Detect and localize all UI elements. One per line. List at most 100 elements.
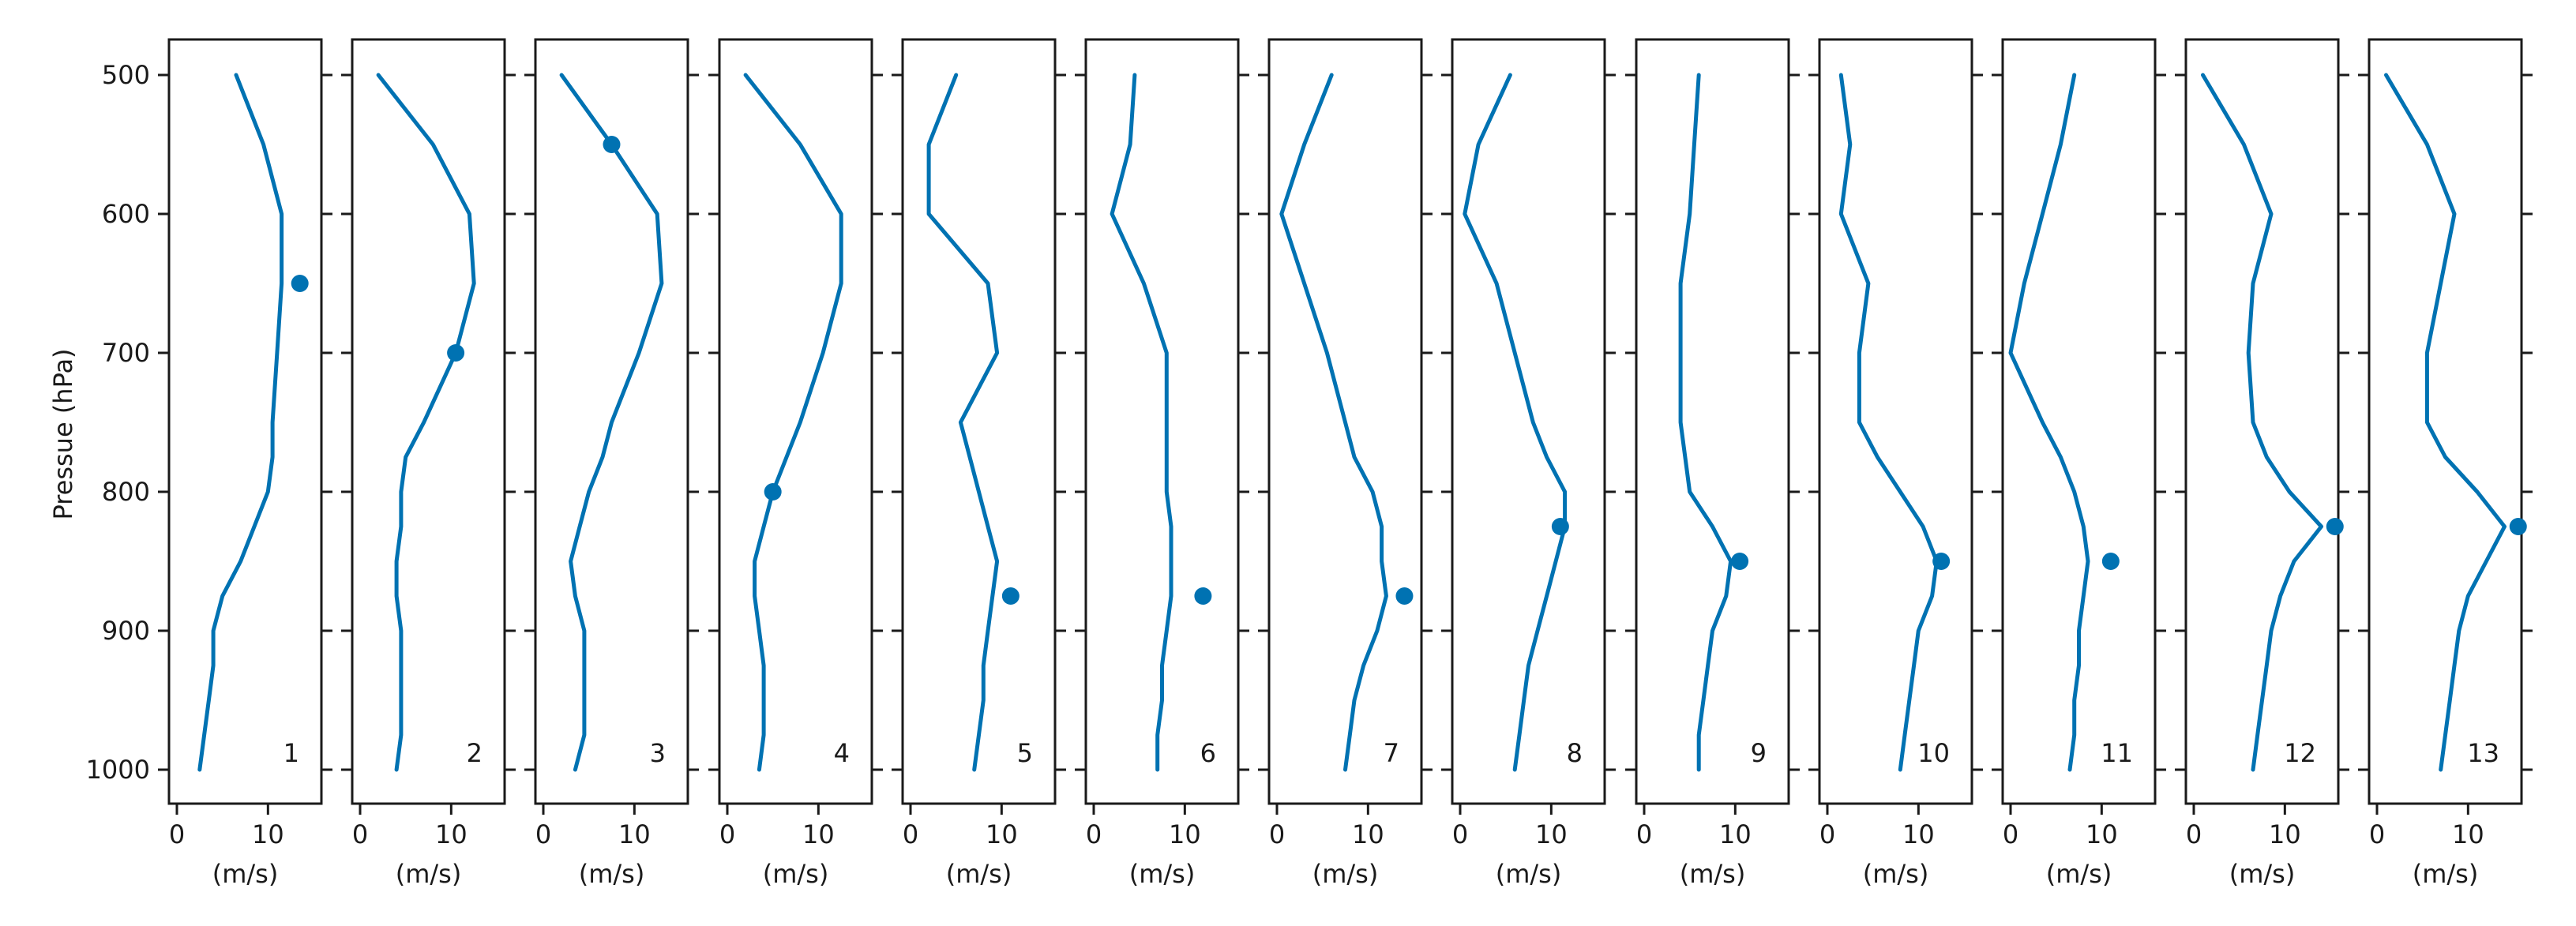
max-wind-marker	[1001, 587, 1020, 605]
max-wind-marker	[1194, 587, 1212, 605]
wind-profile-line	[197, 73, 284, 772]
x-tick-label: 0	[1269, 819, 1285, 849]
panel-number: 2	[467, 738, 483, 768]
y-tick-label: 500	[102, 60, 150, 90]
panel-number: 12	[2284, 738, 2316, 768]
x-axis-label: (m/s)	[946, 859, 1012, 889]
x-axis-label: (m/s)	[396, 859, 462, 889]
x-axis-label: (m/s)	[763, 859, 829, 889]
x-tick-label: 10	[1352, 819, 1384, 849]
max-wind-marker	[1731, 553, 1749, 570]
max-wind-marker	[2509, 518, 2527, 535]
max-wind-marker	[1551, 518, 1569, 535]
x-tick-label: 10	[1169, 819, 1201, 849]
x-tick-label: 0	[1452, 819, 1468, 849]
wind-profile-line	[559, 73, 664, 772]
wind-profile-line	[743, 73, 843, 772]
panel-frame	[1451, 38, 1606, 805]
x-tick-label: 0	[352, 819, 368, 849]
x-tick-label: 0	[169, 819, 185, 849]
x-tick-label: 10	[1719, 819, 1752, 849]
max-wind-marker	[2326, 518, 2344, 535]
x-axis-label: (m/s)	[1680, 859, 1746, 889]
x-axis-label: (m/s)	[1129, 859, 1196, 889]
panel-frame	[1818, 38, 1973, 805]
panel-8: 0 10 (m/s) 8	[1441, 38, 1616, 889]
panel-number: 1	[284, 738, 299, 768]
panel-number: 8	[1567, 738, 1583, 768]
panel-number: 9	[1751, 738, 1767, 768]
wind-profile-line	[1110, 73, 1173, 772]
x-tick-label: 10	[2086, 819, 2118, 849]
x-tick-label: 10	[1535, 819, 1568, 849]
x-tick-label: 0	[2003, 819, 2018, 849]
x-tick-label: 0	[719, 819, 735, 849]
panel-frame	[2368, 38, 2523, 805]
panel-number: 7	[1384, 738, 1399, 768]
panel-frame	[1084, 38, 1240, 805]
x-axis-label: (m/s)	[2229, 859, 2296, 889]
wind-profile-line	[376, 73, 476, 772]
x-tick-label: 10	[802, 819, 835, 849]
panel-frame	[718, 38, 873, 805]
panel-frame	[2184, 38, 2340, 805]
panel-3: 0 10 (m/s) 3	[524, 38, 699, 889]
x-tick-label: 10	[1902, 819, 1935, 849]
x-tick-label: 10	[2269, 819, 2301, 849]
wind-profile-line	[1279, 73, 1388, 772]
panel-12: 0 10 (m/s) 12	[2175, 38, 2349, 889]
panel-number: 4	[834, 738, 850, 768]
x-axis-label: (m/s)	[2046, 859, 2112, 889]
wind-profile-line	[2008, 73, 2090, 772]
max-wind-marker	[603, 136, 621, 153]
panel-4: 0 10 (m/s) 4	[708, 38, 883, 889]
panel-number: 5	[1017, 738, 1033, 768]
x-tick-label: 10	[986, 819, 1018, 849]
panel-13: 0 10 (m/s) 13	[2358, 38, 2533, 889]
x-tick-label: 0	[535, 819, 551, 849]
panel-5: 0 10 (m/s) 5	[892, 38, 1066, 889]
x-axis-label: (m/s)	[2413, 859, 2479, 889]
panel-2: 0 10 (m/s) 2	[341, 38, 516, 889]
x-tick-label: 0	[2369, 819, 2385, 849]
panel-frame	[2001, 38, 2157, 805]
x-tick-label: 10	[252, 819, 284, 849]
y-axis-label: Pressue (hPa)	[48, 348, 78, 519]
wind-profile-line	[1838, 73, 1939, 772]
max-wind-marker	[291, 275, 309, 292]
panel-6: 0 10 (m/s) 6	[1075, 38, 1249, 889]
y-tick-label: 900	[102, 616, 150, 646]
panel-number: 3	[650, 738, 666, 768]
panel-7: 0 10 (m/s) 7	[1258, 38, 1433, 889]
panel-number: 13	[2467, 738, 2499, 768]
x-tick-label: 0	[1819, 819, 1835, 849]
panel-frame	[901, 38, 1057, 805]
panel-frame	[167, 38, 323, 805]
panel-number: 6	[1200, 738, 1216, 768]
wind-profile-line	[2201, 73, 2323, 772]
y-tick-label: 600	[102, 199, 150, 229]
x-tick-label: 10	[2452, 819, 2484, 849]
x-tick-label: 0	[903, 819, 918, 849]
max-wind-marker	[1932, 553, 1951, 570]
x-tick-label: 0	[1086, 819, 1102, 849]
y-tick-label: 800	[102, 477, 150, 507]
panel-frame	[351, 38, 506, 805]
max-wind-marker	[2101, 553, 2120, 570]
x-tick-label: 10	[618, 819, 651, 849]
wind-profile-line	[2384, 73, 2507, 772]
panel-11: 0 10 (m/s) 11	[1992, 38, 2166, 889]
max-wind-marker	[447, 344, 465, 362]
x-axis-label: (m/s)	[1496, 859, 1562, 889]
x-tick-label: 0	[1636, 819, 1652, 849]
x-axis-label: (m/s)	[1312, 859, 1379, 889]
max-wind-marker	[764, 483, 782, 500]
max-wind-marker	[1395, 587, 1414, 605]
y-tick-label: 700	[102, 338, 150, 368]
panel-10: 0 10 (m/s) 10	[1808, 38, 1983, 889]
wind-profile-line	[1463, 73, 1568, 772]
wind-profile-line	[926, 73, 1000, 772]
x-tick-label: 10	[435, 819, 468, 849]
